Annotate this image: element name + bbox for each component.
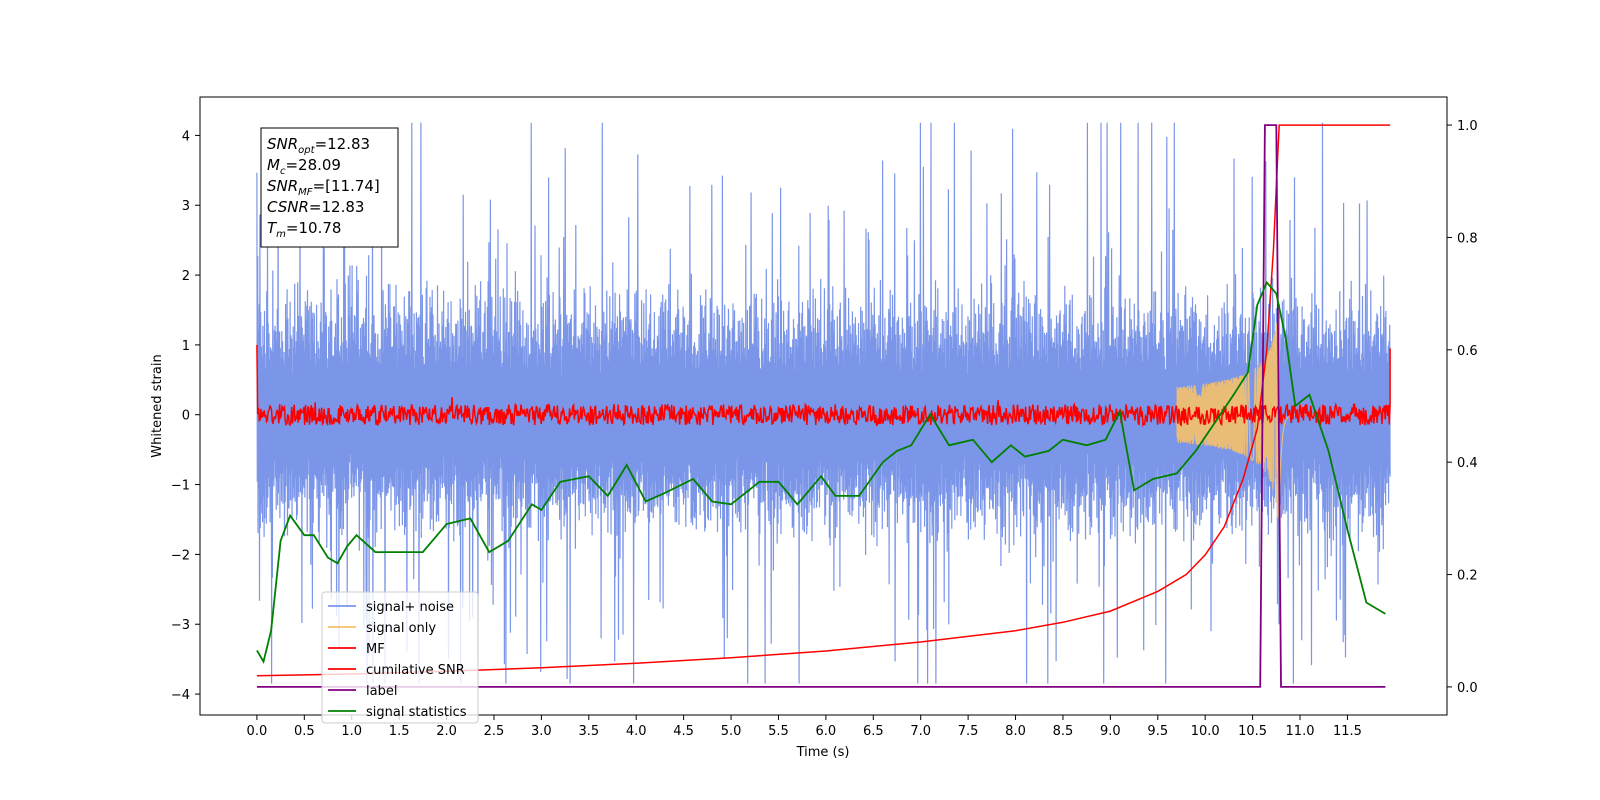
x-tick-label: 8.5 [1053,724,1074,739]
series-cumulative-snr [256,124,1391,677]
plot-frame [199,96,1448,716]
x-tick-label: 0.0 [247,724,268,739]
x-tick-label: 6.5 [863,724,884,739]
y-right-tick-label: 0.0 [1457,681,1478,696]
y-axis-label: Whitened strain [150,354,165,457]
x-tick-label: 4.5 [673,724,694,739]
legend-label: signal only [366,621,436,636]
annotation-line: CSNR=12.83 [267,198,364,216]
x-tick-label: 5.5 [768,724,789,739]
annotation-frame [260,127,399,248]
x-tick-label: 7.0 [910,724,931,739]
y-axis-right: 1.0 0.8 0.6 0.4 0.2 0.0 [1447,119,1478,696]
y-left-tick-label: 2 [182,269,190,284]
legend: signal+ noise signal only MF cumilative SNR… [321,591,479,724]
legend-label: signal+ noise [366,600,454,615]
x-tick-label: 1.0 [341,724,362,739]
series-mf [256,344,1391,428]
y-left-tick-label: 1 [182,339,190,354]
y-left-tick-label: 0 [182,409,190,424]
x-tick-label: 8.0 [1005,724,1026,739]
x-tick-label: 10.0 [1191,724,1220,739]
x-tick-label: 4.0 [626,724,647,739]
y-left-tick-label: −3 [171,618,190,633]
legend-frame [321,591,479,724]
annotation-line: Tm=10.78 [267,219,341,240]
series-layer [256,122,1391,688]
x-tick-label: 3.0 [531,724,552,739]
x-tick-label: 1.5 [389,724,410,739]
legend-label: signal statistics [366,705,467,720]
annotation-line: SNRMF=[11.74] [267,177,380,198]
y-right-tick-label: 0.6 [1457,344,1478,359]
annotation-box: SNRopt=12.83Mc=28.09SNRMF=[11.74]CSNR=12… [260,127,399,248]
annotation-line: Mc=28.09 [267,156,341,177]
y-left-tick-label: −2 [171,548,190,563]
y-right-tick-label: 0.8 [1457,231,1478,246]
y-left-tick-label: 4 [182,129,190,144]
x-tick-label: 7.5 [958,724,979,739]
x-tick-label: 6.0 [816,724,837,739]
x-tick-label: 5.0 [721,724,742,739]
y-right-tick-label: 0.4 [1457,456,1478,471]
x-tick-label: 9.5 [1147,724,1168,739]
x-tick-label: 2.0 [436,724,457,739]
x-tick-label: 9.0 [1100,724,1121,739]
x-tick-label: 2.5 [484,724,505,739]
y-right-tick-label: 0.2 [1457,569,1478,584]
legend-label: MF [366,642,385,657]
annotation-line: SNRopt=12.83 [267,135,370,156]
series-signal-statistics [256,280,1386,664]
y-left-tick-label: 3 [182,199,190,214]
y-right-tick-label: 1.0 [1457,119,1478,134]
x-tick-label: 11.0 [1286,724,1315,739]
x-tick-label: 3.5 [578,724,599,739]
series-label [256,124,1386,688]
y-axis-left: 4 3 2 1 0 −1 −2 −3 −4 [171,129,200,703]
legend-label: label [366,684,397,699]
y-left-tick-label: −4 [171,688,190,703]
x-tick-label: 11.5 [1333,724,1362,739]
legend-label: cumilative SNR [366,663,465,678]
x-tick-label: 10.5 [1238,724,1267,739]
x-axis: 0.0 0.5 1.0 1.5 2.0 2.5 3.0 3.5 4.0 4.5 5.0 5.5 6.0 6… [247,715,1362,739]
x-tick-label: 0.5 [294,724,315,739]
x-axis-label: Time (s) [796,745,850,760]
y-left-tick-label: −1 [171,479,190,494]
